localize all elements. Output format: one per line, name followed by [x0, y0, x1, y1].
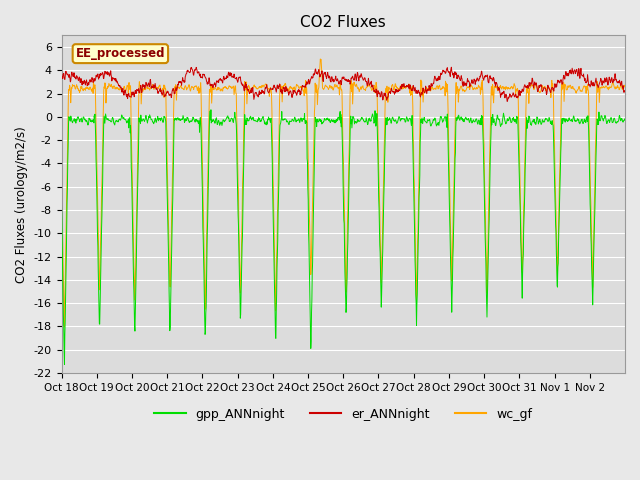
Y-axis label: CO2 Fluxes (urology/m2/s): CO2 Fluxes (urology/m2/s)	[15, 126, 28, 283]
Title: CO2 Fluxes: CO2 Fluxes	[300, 15, 386, 30]
Legend: gpp_ANNnight, er_ANNnight, wc_gf: gpp_ANNnight, er_ANNnight, wc_gf	[150, 403, 537, 426]
Text: EE_processed: EE_processed	[76, 47, 165, 60]
